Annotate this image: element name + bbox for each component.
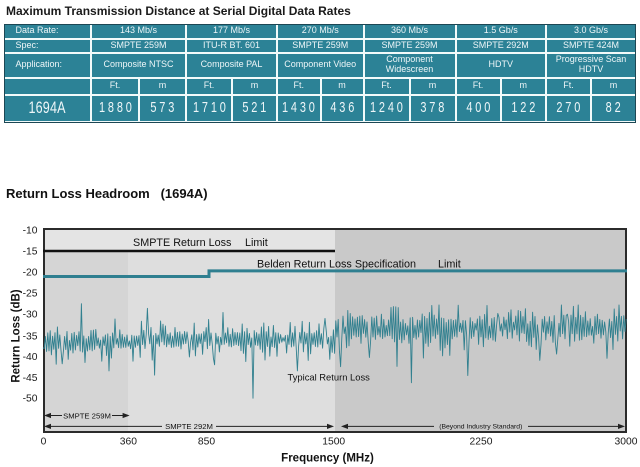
svg-text:SMPTE 259M: SMPTE 259M xyxy=(63,411,111,420)
svg-text:(Beyond Industry Standard): (Beyond Industry Standard) xyxy=(439,424,522,431)
svg-text:-15: -15 xyxy=(23,247,38,258)
svg-text:-10: -10 xyxy=(23,226,38,237)
svg-text:360: 360 xyxy=(120,437,137,448)
svg-text:Typical Return Loss: Typical Return Loss xyxy=(288,371,371,382)
svg-text:-35: -35 xyxy=(23,331,38,342)
svg-text:0: 0 xyxy=(41,437,47,448)
svg-text:-45: -45 xyxy=(23,373,38,384)
svg-text:-20: -20 xyxy=(23,268,38,279)
svg-text:850: 850 xyxy=(198,437,215,448)
svg-text:3000: 3000 xyxy=(615,437,638,448)
svg-text:SMPTE Return Loss: SMPTE Return Loss xyxy=(133,237,232,249)
svg-text:2250: 2250 xyxy=(470,437,493,448)
svg-text:-50: -50 xyxy=(23,394,38,405)
svg-text:Limit: Limit xyxy=(438,259,461,271)
svg-text:Return Loss (dB): Return Loss (dB) xyxy=(11,289,23,382)
svg-text:1500: 1500 xyxy=(322,437,345,448)
svg-text:-40: -40 xyxy=(23,352,38,363)
svg-text:-30: -30 xyxy=(23,310,38,321)
svg-text:Belden Return Loss Specificati: Belden Return Loss Specification xyxy=(257,259,416,271)
svg-text:Limit: Limit xyxy=(245,237,268,249)
svg-text:SMPTE 292M: SMPTE 292M xyxy=(165,422,213,431)
svg-text:-25: -25 xyxy=(23,289,38,300)
svg-text:Frequency (MHz): Frequency (MHz) xyxy=(281,453,374,465)
